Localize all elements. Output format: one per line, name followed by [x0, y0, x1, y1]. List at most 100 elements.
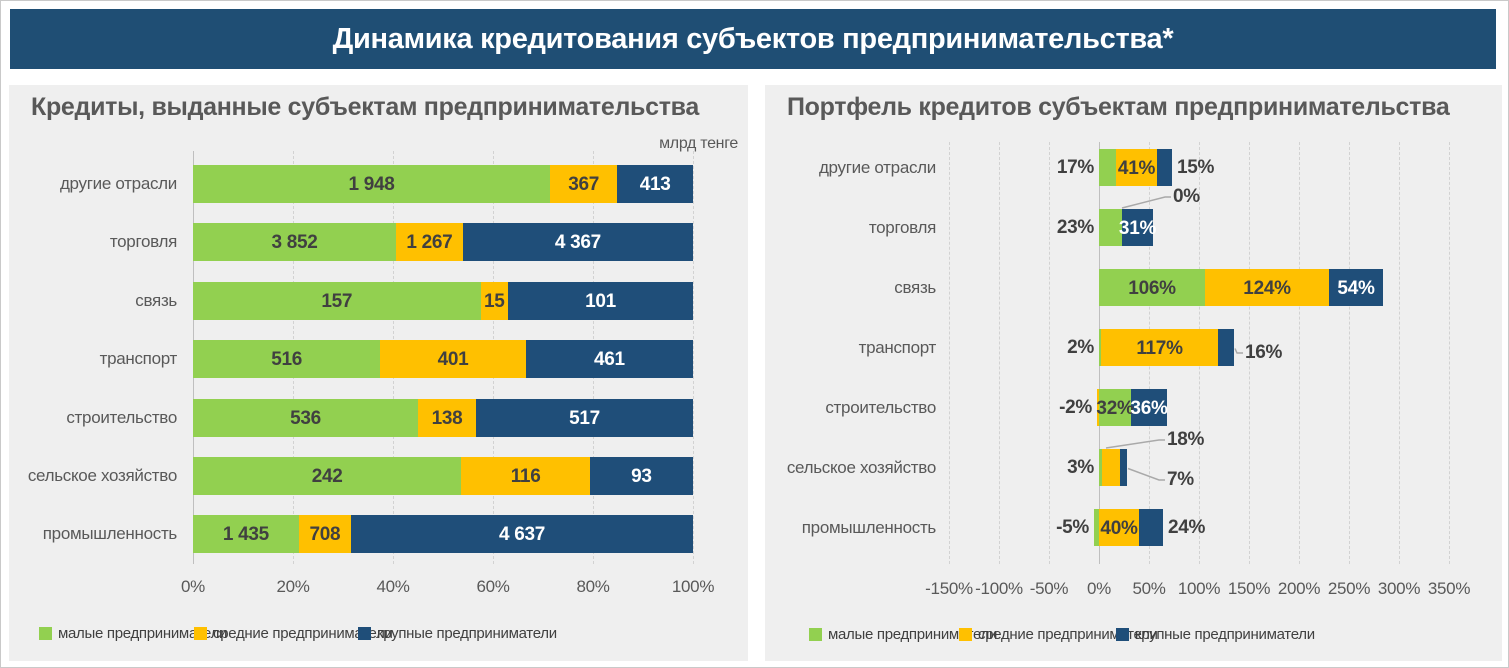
- x-tick-label: -150%: [925, 579, 973, 598]
- bar-segment-medium: [298, 515, 352, 554]
- legend-item: средние предприниматели: [194, 625, 393, 642]
- chart-title-right: Портфель кредитов субъектам предпринимат…: [787, 93, 1450, 121]
- bar-segment-large: [351, 515, 693, 554]
- legend-label: малые предприниматели: [828, 626, 998, 643]
- bar-segment-large: [475, 398, 693, 437]
- leader-line: [1127, 467, 1165, 481]
- bar-value-label: 401: [437, 349, 469, 371]
- bar-value-label: 15%: [1177, 156, 1215, 178]
- category-label: связь: [894, 277, 936, 297]
- chart-loans-issued: Кредиты, выданные субъектам предпринимат…: [9, 85, 748, 661]
- gridline: [1399, 142, 1400, 564]
- bar-value-label: 413: [639, 174, 671, 195]
- bar-segment-medium: [418, 398, 476, 437]
- leader-line: [1105, 439, 1165, 449]
- bar-segment-large: [462, 223, 693, 262]
- x-tick-label: 300%: [1377, 579, 1421, 598]
- gridline: [1049, 142, 1050, 564]
- bar-value-label: 138: [431, 407, 463, 429]
- x-tick-label: 60%: [476, 577, 510, 596]
- bar-segment-large: [1329, 269, 1383, 306]
- category-label: сельское хозяйство: [786, 457, 936, 477]
- category-label: строительство: [66, 407, 177, 427]
- legend-swatch-small: [809, 628, 822, 641]
- bar-segment-large: [1139, 509, 1163, 546]
- bar-segment-medium: [380, 340, 526, 379]
- category-label: другие отрасли: [818, 157, 936, 177]
- category-label: строительство: [825, 397, 936, 417]
- bar-segment-small: [193, 515, 299, 554]
- bar-segment-large: [1122, 209, 1153, 246]
- category-label: связь: [135, 290, 177, 310]
- plot-area-right: -150% -100% -50% 0% 50% 100% 150% 200% 250% 300% 3…: [765, 85, 1502, 661]
- gridline: [693, 151, 694, 564]
- bar-segment-medium: [1102, 449, 1120, 486]
- gridline: [1299, 142, 1300, 564]
- bar-value-label: 32%: [1096, 397, 1134, 419]
- bar-segment-large: [525, 340, 693, 379]
- bar-segment-large: [589, 457, 693, 495]
- bar-segment-medium: [480, 281, 508, 320]
- bar-value-label: -2%: [1059, 396, 1092, 418]
- legend-label: средние предприниматели: [978, 626, 1158, 643]
- report-title: Динамика кредитования субъектов предприн…: [332, 22, 1174, 55]
- bar-value-label: 124%: [1243, 277, 1291, 299]
- legend-label: крупные предприниматели: [1135, 626, 1315, 643]
- bar-segment-medium: [1101, 329, 1218, 366]
- category-label: транспорт: [858, 337, 937, 357]
- bar-segment-large: [508, 281, 693, 320]
- bar-value-label: 54%: [1337, 277, 1375, 299]
- gridline: [1449, 142, 1450, 564]
- bar-value-label: 4 637: [498, 524, 546, 546]
- legend-label: средние предприниматели: [213, 625, 393, 642]
- bar-segment-medium: [461, 457, 590, 495]
- legend-swatch-medium: [194, 627, 207, 640]
- bar-segment-small: [193, 340, 381, 379]
- bar-segment-small: [1099, 449, 1102, 486]
- bar-segment-small: [1094, 509, 1099, 546]
- legend-item: крупные предприниматели: [1116, 626, 1315, 643]
- bar-value-label: 116: [510, 466, 541, 487]
- bar-value-label: 461: [593, 349, 625, 371]
- bar-value-label: 93: [631, 466, 652, 487]
- bar-segment-small: [1099, 389, 1131, 426]
- x-tick-label: 20%: [276, 577, 310, 596]
- bar-value-label: 242: [311, 466, 343, 487]
- bar-value-label: 24%: [1168, 516, 1206, 538]
- bar-value-label: 15: [484, 290, 505, 312]
- x-tick-label: 0%: [181, 577, 205, 596]
- bar-segment-large: [1157, 149, 1172, 186]
- bar-value-label: 101: [585, 290, 616, 312]
- callout-label: 16%: [1245, 342, 1283, 363]
- x-tick-label: 200%: [1277, 579, 1321, 598]
- legend-label: малые предприниматели: [58, 625, 228, 642]
- x-tick-label: 80%: [576, 577, 610, 596]
- gridline: [949, 142, 950, 564]
- bar-segment-medium: [1116, 149, 1157, 186]
- bar-segment-medium: [1097, 389, 1099, 426]
- bar-value-label: 106%: [1128, 277, 1176, 299]
- x-tick-label: -50%: [1029, 579, 1069, 598]
- plot-area-left: 0% 20% 40% 60% 80% 100% другие отрасли 1 948 367…: [9, 85, 748, 661]
- bar-segment-large: [617, 165, 693, 203]
- leader-line: [1234, 348, 1243, 354]
- bar-value-label: 1 267: [406, 232, 453, 254]
- bar-value-label: 3 852: [271, 232, 318, 254]
- bar-value-label: 367: [568, 174, 600, 195]
- bar-value-label: 536: [290, 407, 321, 429]
- category-label: транспорт: [99, 349, 178, 369]
- bar-value-label: 516: [271, 349, 303, 371]
- bar-segment-medium: [550, 165, 618, 203]
- callout-label: 7%: [1167, 469, 1194, 490]
- x-tick-label: 40%: [376, 577, 410, 596]
- gridline: [999, 142, 1000, 564]
- bar-segment-small: [193, 223, 397, 262]
- bar-segment-small: [193, 281, 481, 320]
- bar-segment-small: [193, 165, 551, 203]
- bar-value-label: 4 367: [554, 232, 601, 254]
- x-tick-label: 0%: [1087, 579, 1111, 598]
- bar-segment-small: [1099, 329, 1101, 366]
- gridline: [1349, 142, 1350, 564]
- bar-value-label: 2%: [1067, 336, 1094, 358]
